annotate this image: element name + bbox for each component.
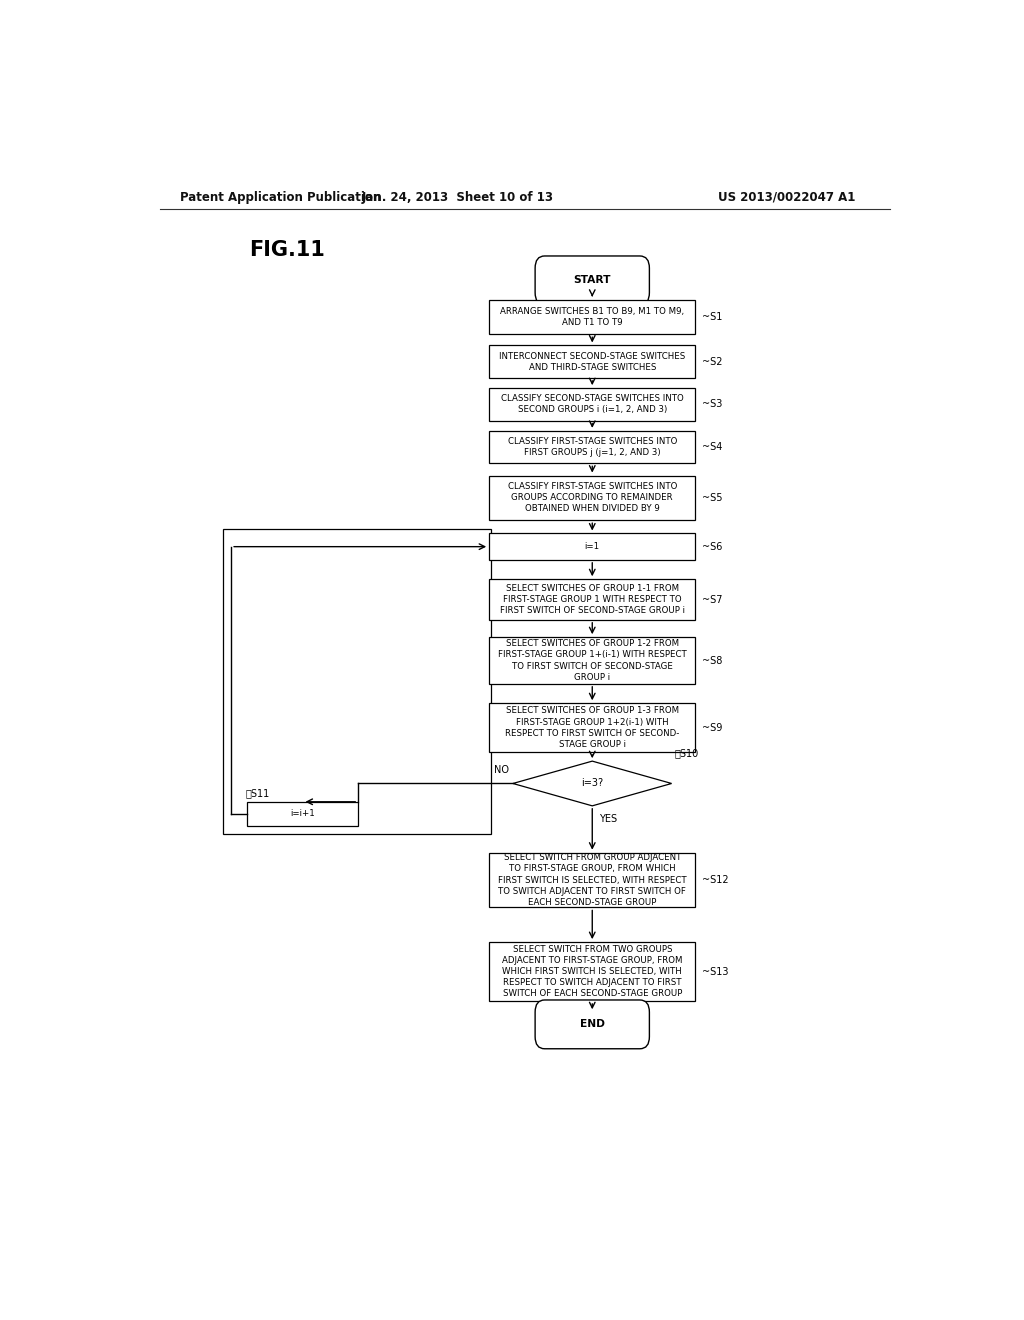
Text: ~S6: ~S6 xyxy=(701,541,722,552)
FancyBboxPatch shape xyxy=(489,853,695,907)
Text: SELECT SWITCH FROM GROUP ADJACENT
TO FIRST-STAGE GROUP, FROM WHICH
FIRST SWITCH : SELECT SWITCH FROM GROUP ADJACENT TO FIR… xyxy=(498,853,686,907)
Text: Jan. 24, 2013  Sheet 10 of 13: Jan. 24, 2013 Sheet 10 of 13 xyxy=(361,190,553,203)
Polygon shape xyxy=(513,762,672,805)
Text: US 2013/0022047 A1: US 2013/0022047 A1 xyxy=(718,190,855,203)
Text: START: START xyxy=(573,276,611,285)
Text: SELECT SWITCH FROM TWO GROUPS
ADJACENT TO FIRST-STAGE GROUP, FROM
WHICH FIRST SW: SELECT SWITCH FROM TWO GROUPS ADJACENT T… xyxy=(502,945,683,998)
Text: 〈S11: 〈S11 xyxy=(246,788,269,799)
Text: ~S12: ~S12 xyxy=(701,875,728,884)
Text: ARRANGE SWITCHES B1 TO B9, M1 TO M9,
AND T1 TO T9: ARRANGE SWITCHES B1 TO B9, M1 TO M9, AND… xyxy=(500,308,684,327)
Text: ~S4: ~S4 xyxy=(701,442,722,451)
Text: INTERCONNECT SECOND-STAGE SWITCHES
AND THIRD-STAGE SWITCHES: INTERCONNECT SECOND-STAGE SWITCHES AND T… xyxy=(499,351,685,372)
Text: END: END xyxy=(580,1019,605,1030)
FancyBboxPatch shape xyxy=(536,256,649,305)
Text: ~S13: ~S13 xyxy=(701,966,728,977)
Text: ~S2: ~S2 xyxy=(701,356,722,367)
FancyBboxPatch shape xyxy=(489,638,695,684)
FancyBboxPatch shape xyxy=(489,475,695,520)
Text: FIG.11: FIG.11 xyxy=(249,240,325,260)
Text: YES: YES xyxy=(599,814,616,824)
FancyBboxPatch shape xyxy=(489,579,695,620)
Text: Patent Application Publication: Patent Application Publication xyxy=(179,190,381,203)
Text: SELECT SWITCHES OF GROUP 1-1 FROM
FIRST-STAGE GROUP 1 WITH RESPECT TO
FIRST SWIT: SELECT SWITCHES OF GROUP 1-1 FROM FIRST-… xyxy=(500,583,685,615)
Text: CLASSIFY FIRST-STAGE SWITCHES INTO
FIRST GROUPS j (j=1, 2, AND 3): CLASSIFY FIRST-STAGE SWITCHES INTO FIRST… xyxy=(508,437,677,457)
FancyBboxPatch shape xyxy=(489,430,695,463)
FancyBboxPatch shape xyxy=(536,1001,649,1049)
Text: ~S9: ~S9 xyxy=(701,722,722,733)
Text: i=i+1: i=i+1 xyxy=(290,809,315,818)
Text: SELECT SWITCHES OF GROUP 1-3 FROM
FIRST-STAGE GROUP 1+2(i-1) WITH
RESPECT TO FIR: SELECT SWITCHES OF GROUP 1-3 FROM FIRST-… xyxy=(505,706,680,748)
FancyBboxPatch shape xyxy=(489,388,695,421)
FancyBboxPatch shape xyxy=(489,704,695,752)
Text: i=1: i=1 xyxy=(585,543,600,552)
Text: i=3?: i=3? xyxy=(582,779,603,788)
Text: ~S3: ~S3 xyxy=(701,400,722,409)
Text: ~S1: ~S1 xyxy=(701,312,722,322)
FancyBboxPatch shape xyxy=(489,533,695,560)
Text: NO: NO xyxy=(494,766,509,775)
Text: ~S8: ~S8 xyxy=(701,656,722,665)
Text: SELECT SWITCHES OF GROUP 1-2 FROM
FIRST-STAGE GROUP 1+(i-1) WITH RESPECT
TO FIRS: SELECT SWITCHES OF GROUP 1-2 FROM FIRST-… xyxy=(498,639,687,681)
Text: ~S7: ~S7 xyxy=(701,594,722,605)
Text: ~S5: ~S5 xyxy=(701,492,722,503)
FancyBboxPatch shape xyxy=(489,942,695,1001)
FancyBboxPatch shape xyxy=(489,300,695,334)
FancyBboxPatch shape xyxy=(247,801,358,826)
FancyBboxPatch shape xyxy=(489,346,695,378)
Text: 〈S10: 〈S10 xyxy=(675,748,699,758)
Text: CLASSIFY FIRST-STAGE SWITCHES INTO
GROUPS ACCORDING TO REMAINDER
OBTAINED WHEN D: CLASSIFY FIRST-STAGE SWITCHES INTO GROUP… xyxy=(508,482,677,513)
Text: CLASSIFY SECOND-STAGE SWITCHES INTO
SECOND GROUPS i (i=1, 2, AND 3): CLASSIFY SECOND-STAGE SWITCHES INTO SECO… xyxy=(501,395,684,414)
